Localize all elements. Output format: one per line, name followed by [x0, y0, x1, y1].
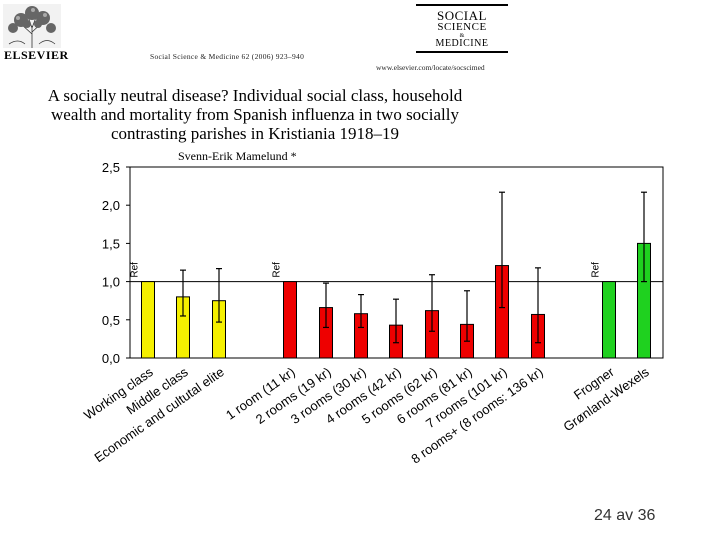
page-number: 24 av 36	[594, 507, 656, 524]
elsevier-logo: ELSEVIER	[2, 4, 69, 66]
journal-logo-line4: MEDICINE	[435, 38, 489, 49]
journal-logo-line1: SOCIAL	[437, 8, 487, 23]
ref-label: Ref	[272, 262, 283, 278]
y-tick-label: 2,5	[102, 160, 120, 175]
y-tick-label: 1,0	[102, 275, 120, 290]
y-tick-label: 0,0	[102, 351, 120, 366]
bar	[141, 281, 155, 359]
ref-label: Ref	[130, 262, 141, 278]
publisher-name: ELSEVIER	[4, 48, 69, 62]
bar	[602, 281, 616, 359]
paper-title: A socially neutral disease? Individual s…	[47, 86, 463, 143]
elsevier-tree-icon	[3, 4, 61, 48]
paper-author: Svenn-Erik Mamelund *	[178, 149, 297, 163]
journal-logo: SOCIAL SCIENCE & MEDICINE	[414, 4, 510, 60]
journal-logo-line2: SCIENCE	[437, 21, 487, 33]
y-tick-label: 0,5	[102, 313, 120, 328]
citation-line: Social Science & Medicine 62 (2006) 923–…	[150, 52, 305, 61]
y-tick-label: 2,0	[102, 198, 120, 213]
y-tick-label: 1,5	[102, 236, 120, 251]
ref-label: Ref	[591, 262, 602, 278]
bar	[283, 281, 297, 359]
journal-url: www.elsevier.com/locate/socscimed	[376, 63, 485, 72]
journal-logo-line3: &	[459, 33, 465, 39]
